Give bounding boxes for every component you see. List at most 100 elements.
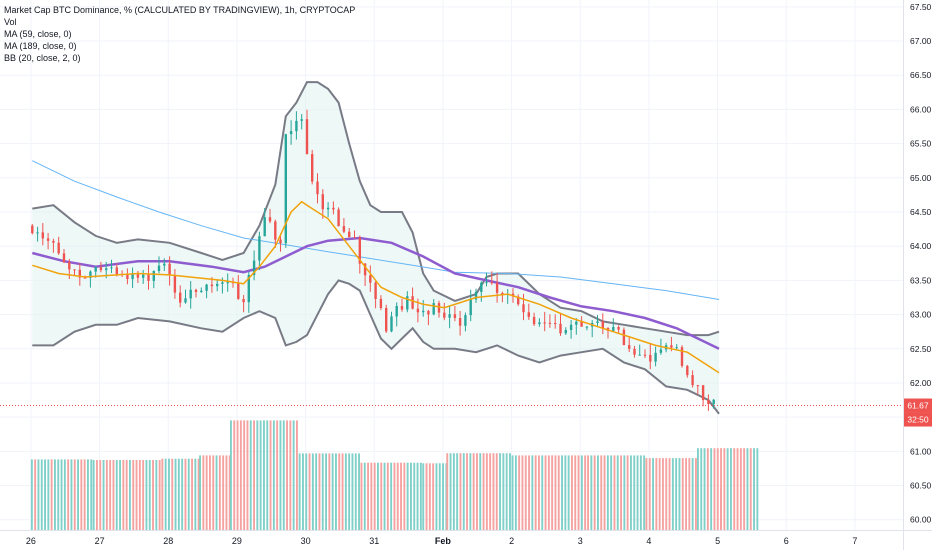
volume-bar	[377, 462, 379, 530]
candle-body	[94, 267, 97, 272]
x-tick-label: Feb	[435, 536, 452, 546]
legend-ma59[interactable]: MA (59, close, 0)	[4, 29, 72, 39]
volume-bar	[753, 448, 755, 530]
legend-bb[interactable]: BB (20, close, 2, 0)	[4, 53, 81, 63]
candle-body	[675, 347, 678, 349]
candle-body	[321, 194, 324, 210]
volume-bar	[321, 453, 324, 530]
candle-body	[342, 226, 346, 232]
candle-body	[274, 221, 277, 240]
volume-bar	[70, 459, 73, 530]
volume-bar	[351, 453, 354, 530]
candle-body	[416, 308, 420, 313]
volume-bar	[720, 487, 722, 530]
volume-bar	[652, 458, 654, 530]
bollinger-lower-line	[32, 279, 720, 415]
volume-bar	[298, 453, 301, 530]
candle-body	[559, 323, 562, 334]
candle-body	[337, 209, 340, 227]
volume-bar	[37, 459, 40, 530]
volume-bar	[112, 460, 115, 530]
volume-bar	[435, 463, 438, 530]
candle-body	[659, 349, 663, 353]
x-tick-label: 7	[852, 536, 857, 546]
volume-bar	[577, 455, 580, 530]
volume-bar	[315, 453, 318, 530]
candle-body	[580, 321, 583, 327]
legend-ma189[interactable]: MA (189, close, 0)	[4, 41, 77, 51]
candle-body	[374, 282, 377, 299]
candle-body	[575, 321, 578, 325]
volume-bar	[580, 455, 583, 530]
candle-body	[390, 316, 393, 332]
volume-bar	[610, 455, 613, 530]
volume-bar	[703, 448, 706, 530]
volume-bar	[710, 448, 713, 530]
volume-bar	[706, 448, 709, 530]
volume-bar	[476, 453, 478, 530]
candle-body	[242, 299, 245, 303]
volume-bar	[726, 448, 729, 530]
candle-body	[569, 324, 573, 330]
volume-bar	[505, 453, 508, 530]
volume-bar	[282, 420, 285, 530]
volume-bar	[50, 459, 53, 530]
volume-bar	[671, 458, 674, 530]
volume-bar	[456, 453, 459, 530]
volume-bar	[92, 460, 95, 530]
candle-body	[36, 232, 39, 234]
candle-body	[638, 354, 641, 356]
candle-body	[210, 284, 214, 287]
volume-bar	[47, 459, 50, 530]
volume-bar	[286, 420, 288, 530]
volume-bar	[40, 459, 43, 530]
volume-bar	[485, 453, 488, 530]
volume-bar	[584, 455, 587, 530]
volume-bar	[272, 420, 275, 530]
candle-body	[696, 385, 699, 387]
volume-bar	[593, 455, 596, 530]
candle-body	[295, 120, 298, 132]
last-price-tag	[904, 398, 932, 413]
volume-bar	[115, 460, 118, 530]
volume-bar	[691, 458, 694, 530]
volume-bar	[428, 463, 431, 530]
volume-bar	[360, 462, 363, 530]
volume-bar	[308, 453, 311, 530]
volume-bar	[700, 448, 703, 530]
legend-vol[interactable]: Vol	[4, 17, 17, 27]
volume-bar	[77, 459, 79, 530]
volume-bar	[83, 459, 86, 530]
volume-bar	[296, 420, 298, 530]
candle-body	[41, 232, 44, 239]
legend-title[interactable]: Market Cap BTC Dominance, % (CALCULATED …	[4, 5, 356, 15]
volume-bar	[442, 463, 444, 530]
candle-body	[707, 400, 710, 404]
candle-body	[258, 236, 261, 261]
volume-bar	[256, 420, 259, 530]
volume-bar	[331, 453, 334, 530]
candle-body	[406, 296, 409, 310]
candle-body	[596, 321, 599, 323]
y-tick-label: 61.00	[910, 446, 932, 456]
volume-bar	[354, 453, 357, 530]
volume-bar	[302, 453, 304, 530]
candle-body	[564, 330, 567, 334]
volume-bar	[452, 453, 455, 530]
candle-body	[379, 298, 383, 308]
volume-bar	[60, 459, 63, 530]
candle-body	[348, 231, 351, 238]
volume-bar	[292, 420, 295, 530]
y-tick-label: 60.50	[910, 481, 932, 491]
volume-bar	[67, 459, 70, 530]
volume-bar	[202, 455, 205, 530]
volume-bar	[209, 455, 211, 530]
volume-bar	[34, 459, 37, 530]
volume-bar	[215, 455, 218, 530]
volume-bar	[449, 453, 452, 530]
volume-bar	[373, 462, 376, 530]
y-tick-label: 64.00	[910, 241, 932, 251]
volume-bar	[63, 459, 66, 530]
